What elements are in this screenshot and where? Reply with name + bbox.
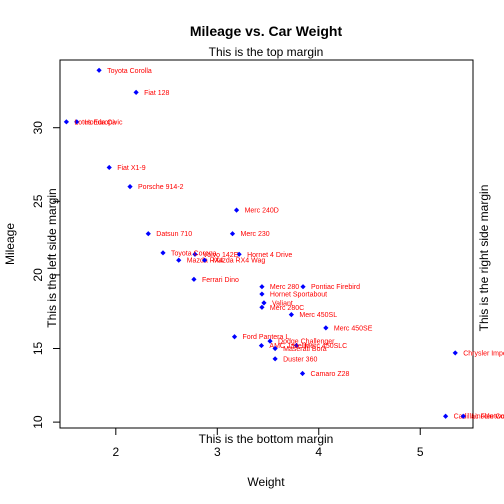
y-tick-label: 15 xyxy=(31,342,45,356)
point-label: Ford Pantera L xyxy=(243,334,290,341)
y-tick-label: 30 xyxy=(31,121,45,135)
point-label: Merc 450SLC xyxy=(304,343,347,350)
data-point xyxy=(74,119,80,125)
point-label: Honda Civic xyxy=(85,119,123,126)
data-point xyxy=(272,345,278,352)
y-axis-label: Mileage xyxy=(3,223,17,265)
data-point xyxy=(259,284,265,290)
point-label: Merc 280C xyxy=(270,305,304,312)
point-label: AMC Javelin xyxy=(269,343,308,350)
data-point xyxy=(231,334,238,340)
data-point xyxy=(127,183,133,190)
point-label: Toyota Corona xyxy=(171,250,217,257)
point-label: Volvo 142E xyxy=(203,252,239,259)
bottom-margin-text: This is the bottom margin xyxy=(199,432,334,446)
data-point xyxy=(261,300,267,306)
data-point xyxy=(145,231,151,237)
data-point xyxy=(323,325,329,331)
data-point xyxy=(192,251,198,257)
point-label: Hornet 4 Drive xyxy=(247,252,292,259)
data-point xyxy=(259,304,265,310)
point-label: Dodge Challenger xyxy=(278,339,335,346)
y-tick-label: 25 xyxy=(31,194,45,208)
point-label: Camaro Z28 xyxy=(311,371,350,378)
point-label: Cadillac Fleetwood xyxy=(454,414,504,421)
point-label: Fiat 128 xyxy=(144,90,169,97)
data-point xyxy=(300,284,306,290)
point-label: Maserati Bora xyxy=(283,346,327,353)
point-label: Hornet Sportabout xyxy=(270,292,327,299)
data-point xyxy=(293,342,300,349)
point-label: Valiant xyxy=(272,300,293,307)
data-point xyxy=(272,356,278,362)
point-label: Merc 230 xyxy=(241,231,270,238)
data-point xyxy=(443,413,449,419)
data-point xyxy=(288,312,294,318)
chart-title: Mileage vs. Car Weight xyxy=(190,23,343,39)
point-label: Merc 240D xyxy=(245,208,279,215)
data-point xyxy=(191,276,197,282)
point-label: Fiat X1-9 xyxy=(117,165,146,172)
top-margin-text: This is the top margin xyxy=(209,45,324,59)
plot-box xyxy=(59,59,474,429)
data-point xyxy=(96,67,102,73)
point-label: Lincoln Continental xyxy=(471,414,504,421)
data-point xyxy=(229,231,236,237)
data-point xyxy=(236,251,242,257)
data-point xyxy=(267,338,273,344)
data-point xyxy=(452,350,458,356)
x-tick-label: 3 xyxy=(214,445,221,459)
point-label: Lotus Europa xyxy=(74,119,116,126)
x-tick-label: 4 xyxy=(315,445,322,459)
point-label: Duster 360 xyxy=(283,356,317,363)
y-tick-label: 20 xyxy=(31,268,45,282)
point-label: Merc 450SL xyxy=(299,312,337,319)
data-point xyxy=(63,119,69,125)
data-point xyxy=(202,257,208,263)
y-tick-label: 10 xyxy=(31,415,45,429)
data-point xyxy=(133,89,139,95)
point-label: Mazda RX4 Wag xyxy=(213,258,266,265)
data-point xyxy=(106,164,112,171)
point-label: Toyota Corolla xyxy=(107,68,152,75)
point-label: Merc 450SE xyxy=(334,325,373,332)
x-tick-label: 5 xyxy=(417,445,424,459)
left-margin-text: This is the left side margin xyxy=(45,188,59,327)
point-label: Porsche 914-2 xyxy=(138,184,184,191)
point-label: Ferrari Dino xyxy=(202,277,239,284)
x-axis-label: Weight xyxy=(247,475,285,489)
data-point xyxy=(233,207,240,213)
data-point xyxy=(176,257,182,263)
data-point xyxy=(258,342,265,349)
y-axis: 10 15 20 25 30 xyxy=(31,121,61,429)
data-point xyxy=(259,291,265,297)
data-point xyxy=(460,413,466,419)
data-point xyxy=(160,250,166,256)
data-point xyxy=(299,370,306,377)
x-axis: 2 3 4 5 xyxy=(112,427,424,459)
right-margin-text: This is the right side margin xyxy=(477,185,491,332)
x-tick-label: 2 xyxy=(112,445,119,459)
point-label: Chrysler Imperial xyxy=(463,350,504,357)
point-label: Datsun 710 xyxy=(156,231,192,238)
point-label: Pontiac Firebird xyxy=(311,284,360,291)
point-label: Merc 280 xyxy=(270,284,299,291)
